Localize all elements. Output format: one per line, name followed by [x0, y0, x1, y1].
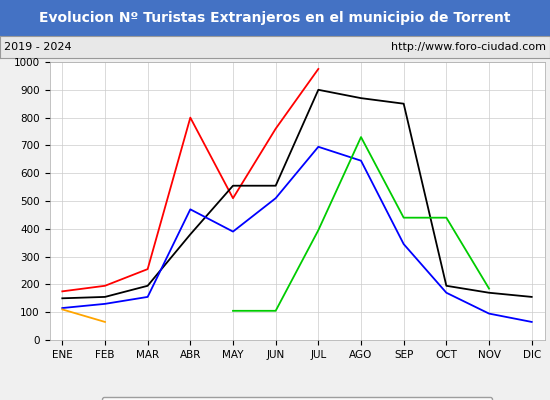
Legend: 2024, 2023, 2022, 2021, 2020, 2019: 2024, 2023, 2022, 2021, 2020, 2019: [102, 397, 492, 400]
Text: http://www.foro-ciudad.com: http://www.foro-ciudad.com: [390, 42, 546, 52]
Text: 2019 - 2024: 2019 - 2024: [4, 42, 72, 52]
Text: Evolucion Nº Turistas Extranjeros en el municipio de Torrent: Evolucion Nº Turistas Extranjeros en el …: [39, 11, 511, 25]
